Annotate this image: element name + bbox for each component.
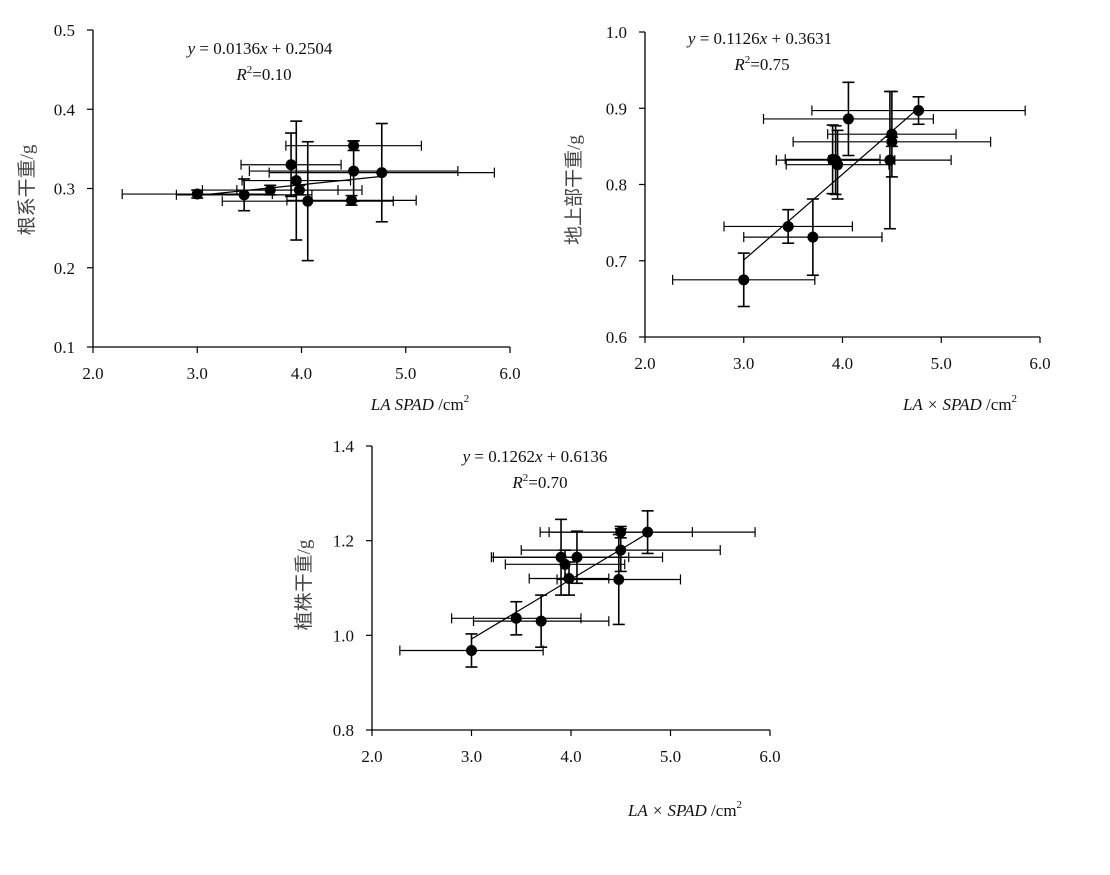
data-point — [268, 122, 495, 223]
x-axis-label: LA × SPAD /cm2 — [627, 799, 742, 820]
data-point — [827, 90, 957, 178]
y-axis-label: 地上部干重/g — [563, 135, 585, 245]
y-tick-label: 0.5 — [54, 21, 75, 40]
data-point — [743, 198, 883, 277]
data-point — [472, 594, 610, 648]
x-axis-label: LA SPAD /cm2 — [370, 393, 469, 414]
x-tick-label: 6.0 — [499, 364, 520, 383]
point-marker — [913, 105, 925, 117]
r-squared: R2=0.70 — [511, 472, 567, 492]
x-tick-label: 4.0 — [560, 747, 581, 766]
point-marker — [238, 189, 250, 201]
y-tick-label: 0.8 — [606, 176, 627, 195]
regression-equation: y = 0.1262x + 0.6136 — [461, 447, 608, 466]
x-tick-label: 6.0 — [1029, 354, 1050, 373]
point-marker — [642, 526, 654, 538]
point-marker — [510, 612, 522, 624]
scatter-panel-plant: 2.0 3.0 4.0 5.0 6.0 0.8 1.0 1.2 1.4 y = 0.1262x +… — [293, 437, 781, 820]
y-tick-label: 0.6 — [606, 328, 627, 347]
y-axis-label: 根系干重/g — [16, 144, 38, 235]
data-point — [240, 132, 342, 198]
x-tick-label: 5.0 — [931, 354, 952, 373]
x-tick-label: 3.0 — [733, 354, 754, 373]
data-point — [451, 600, 582, 636]
x-tick-label: 3.0 — [187, 364, 208, 383]
point-marker — [884, 154, 896, 166]
data-point — [762, 81, 934, 157]
data-point — [248, 140, 459, 202]
point-marker — [466, 644, 477, 656]
data-point — [221, 140, 394, 262]
point-marker — [285, 159, 297, 171]
x-tick-label: 4.0 — [832, 354, 853, 373]
data-point — [539, 510, 756, 555]
y-tick-label: 1.4 — [333, 437, 355, 456]
regression-equation: y = 0.0136x + 0.2504 — [186, 39, 333, 58]
data-point — [828, 90, 952, 230]
y-tick-label: 0.1 — [54, 338, 75, 357]
point-marker — [535, 615, 547, 627]
y-tick-label: 0.3 — [54, 180, 75, 199]
x-tick-label: 3.0 — [461, 747, 482, 766]
point-marker — [738, 274, 750, 286]
point-marker — [376, 167, 388, 179]
point-marker — [571, 551, 583, 563]
y-tick-label: 1.0 — [333, 626, 354, 645]
point-marker — [615, 544, 627, 556]
y-tick-label: 0.9 — [606, 99, 627, 118]
y-tick-label: 0.8 — [333, 721, 354, 740]
r-squared: R2=0.10 — [235, 64, 291, 84]
point-marker — [348, 165, 360, 177]
y-tick-label: 1.0 — [606, 23, 627, 42]
y-tick-label: 1.2 — [333, 532, 354, 551]
x-axis-label: LA × SPAD /cm2 — [902, 393, 1017, 414]
x-tick-label: 2.0 — [82, 364, 103, 383]
x-tick-label: 6.0 — [759, 747, 780, 766]
point-marker — [563, 573, 575, 585]
x-tick-label: 5.0 — [395, 364, 416, 383]
r-squared: R2=0.75 — [733, 54, 789, 74]
y-axis-label: 植株干重/g — [293, 539, 315, 630]
y-tick-label: 0.7 — [606, 252, 628, 271]
data-point — [811, 96, 1026, 126]
x-tick-label: 2.0 — [634, 354, 655, 373]
point-marker — [842, 113, 854, 125]
x-tick-label: 5.0 — [660, 747, 681, 766]
point-marker — [807, 231, 819, 243]
data-point — [792, 136, 992, 148]
data-point — [241, 120, 352, 241]
point-marker — [782, 220, 794, 232]
scatter-panel-shoot: 2.0 3.0 4.0 5.0 6.0 0.6 0.7 0.8 0.9 1.0 y = 0.1126… — [563, 23, 1051, 414]
point-marker — [293, 184, 305, 196]
point-marker — [613, 573, 625, 585]
data-point — [175, 178, 313, 212]
y-tick-label: 0.2 — [54, 259, 75, 278]
scatter-panel-root: 2.0 3.0 4.0 5.0 6.0 0.1 0.2 0.3 0.4 0.5 y = 0.0136… — [16, 21, 521, 414]
point-marker — [290, 175, 302, 187]
y-tick-label: 0.4 — [54, 100, 76, 119]
x-tick-label: 4.0 — [291, 364, 312, 383]
data-point — [528, 561, 610, 596]
data-point — [236, 184, 363, 196]
point-marker — [886, 136, 898, 148]
point-marker — [302, 195, 314, 207]
data-point — [672, 252, 816, 308]
regression-equation: y = 0.1126x + 0.3631 — [686, 29, 832, 48]
point-marker — [191, 188, 203, 200]
data-point — [504, 549, 626, 580]
x-tick-label: 2.0 — [361, 747, 382, 766]
data-point — [490, 530, 664, 585]
data-point — [399, 633, 544, 668]
